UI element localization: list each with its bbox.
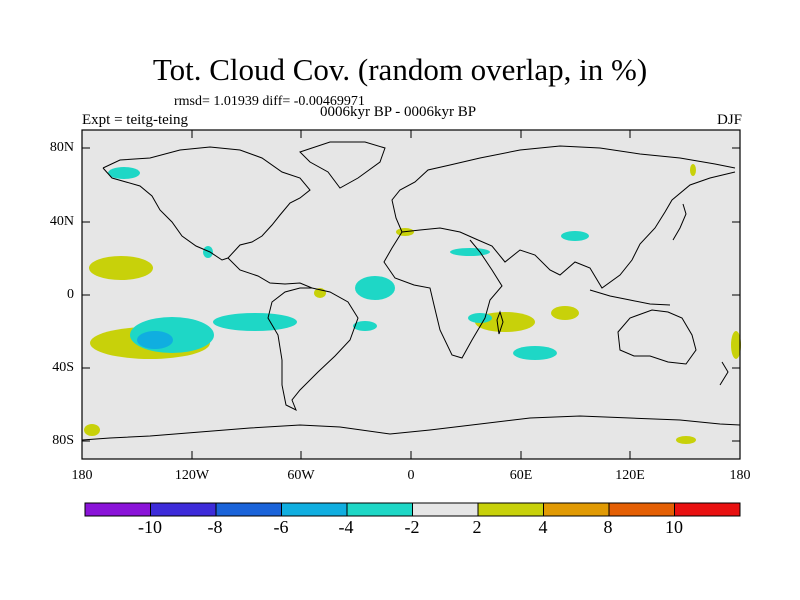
map-title: Tot. Cloud Cov. (random overlap, in %): [152, 52, 648, 87]
negative-region: [353, 321, 377, 331]
colorbar-swatch: [608, 502, 675, 517]
anomaly-shading: [84, 164, 741, 444]
y-tick-label: 80S: [52, 433, 74, 448]
x-tick-label: 120W: [174, 468, 210, 483]
eurasia-south-coast: [401, 171, 736, 289]
negative-region: [213, 313, 297, 331]
negative-region: [203, 246, 213, 258]
y-tick-label: 80N: [49, 140, 74, 155]
colorbar-swatch: [346, 502, 413, 517]
y-tick-label: 0: [67, 287, 74, 302]
new-zealand-coast: [719, 361, 729, 386]
colorbar-label: 4: [538, 517, 548, 537]
colorbar-swatch: [477, 502, 544, 517]
x-tick-label: 60W: [287, 468, 315, 483]
north-america-coast: [102, 146, 313, 289]
positive-region: [84, 424, 100, 436]
x-tick-label: 120E: [615, 468, 645, 483]
japan-coast: [672, 203, 687, 241]
x-tick-label: 180: [71, 468, 93, 483]
negative-region: [450, 248, 490, 256]
positive-region: [690, 164, 696, 176]
y-tick-label: 40N: [49, 214, 74, 229]
colorbar-swatch: [215, 502, 282, 517]
negative-region: [513, 346, 557, 360]
indonesia-coast: [589, 289, 671, 306]
madagascar-coast: [496, 310, 504, 335]
south-america-coast: [267, 287, 359, 412]
africa-coast: [383, 231, 503, 359]
colorbar-label: 8: [603, 517, 613, 537]
map-background: [82, 130, 740, 459]
north-america-west-coast: [102, 167, 229, 261]
positive-region: [731, 331, 741, 359]
colorbar: [84, 502, 741, 517]
eurasia-north-coast: [391, 145, 736, 233]
positive-region: [676, 436, 696, 444]
coastlines: [81, 141, 741, 441]
australia-coast: [617, 309, 697, 365]
period-label: 0006kyr BP - 0006kyr BP: [320, 104, 477, 120]
negative-region: [355, 276, 395, 300]
positive-region: [89, 256, 153, 280]
x-tick-label: 60E: [509, 468, 533, 483]
colorbar-swatch: [412, 502, 479, 517]
negative-region: [561, 231, 589, 241]
colorbar-label: -2: [404, 517, 420, 537]
negative-region-strong: [137, 331, 173, 349]
negative-region: [108, 167, 140, 179]
colorbar-swatch: [150, 502, 217, 517]
colorbar-swatch: [543, 502, 610, 517]
statistics-text: rmsd= 1.01939 diff= -0.00469971: [174, 94, 365, 109]
positive-region: [551, 306, 579, 320]
season-label: DJF: [716, 112, 742, 128]
x-tick-label: 0: [407, 468, 415, 483]
colorbar-label: 10: [665, 517, 683, 537]
colorbar-swatch: [281, 502, 348, 517]
y-axis-ticks: [82, 147, 740, 442]
antarctica-coast: [81, 415, 741, 441]
colorbar-label: -8: [207, 517, 223, 537]
negative-region: [468, 313, 492, 323]
greenland-coast: [299, 141, 386, 189]
experiment-label: Expt = teitg-teing: [82, 112, 188, 128]
y-tick-label: 40S: [52, 360, 74, 375]
colorbar-label: 2: [472, 517, 482, 537]
colorbar-label: -10: [138, 517, 162, 537]
colorbar-swatch: [84, 502, 151, 517]
colorbar-label: -6: [273, 517, 289, 537]
colorbar-swatch: [674, 502, 741, 517]
x-axis-ticks: [81, 130, 741, 459]
colorbar-label: -4: [338, 517, 354, 537]
x-tick-label: 180: [729, 468, 751, 483]
